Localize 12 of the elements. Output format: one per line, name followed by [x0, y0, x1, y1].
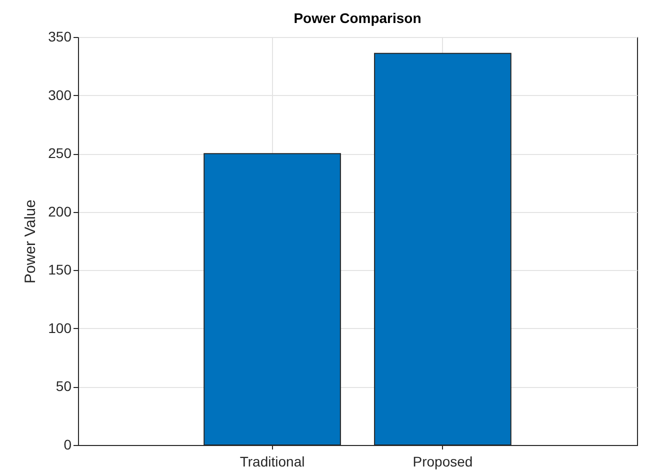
- y-tick-label: 250: [48, 145, 72, 162]
- x-tick-label: Proposed: [412, 454, 473, 470]
- y-tick-label: 200: [48, 203, 72, 220]
- y-tick-label: 100: [48, 320, 72, 336]
- y-tick-label: 50: [56, 378, 72, 394]
- y-tick-label: 0: [64, 436, 72, 452]
- x-tick-label: Traditional: [240, 454, 305, 470]
- y-tick-label: 350: [48, 28, 72, 44]
- chart-title: Power Comparison: [294, 10, 422, 26]
- y-tick-label: 300: [48, 86, 72, 103]
- y-axis-title: Power Value: [22, 200, 40, 284]
- y-tick-label: 150: [48, 262, 72, 278]
